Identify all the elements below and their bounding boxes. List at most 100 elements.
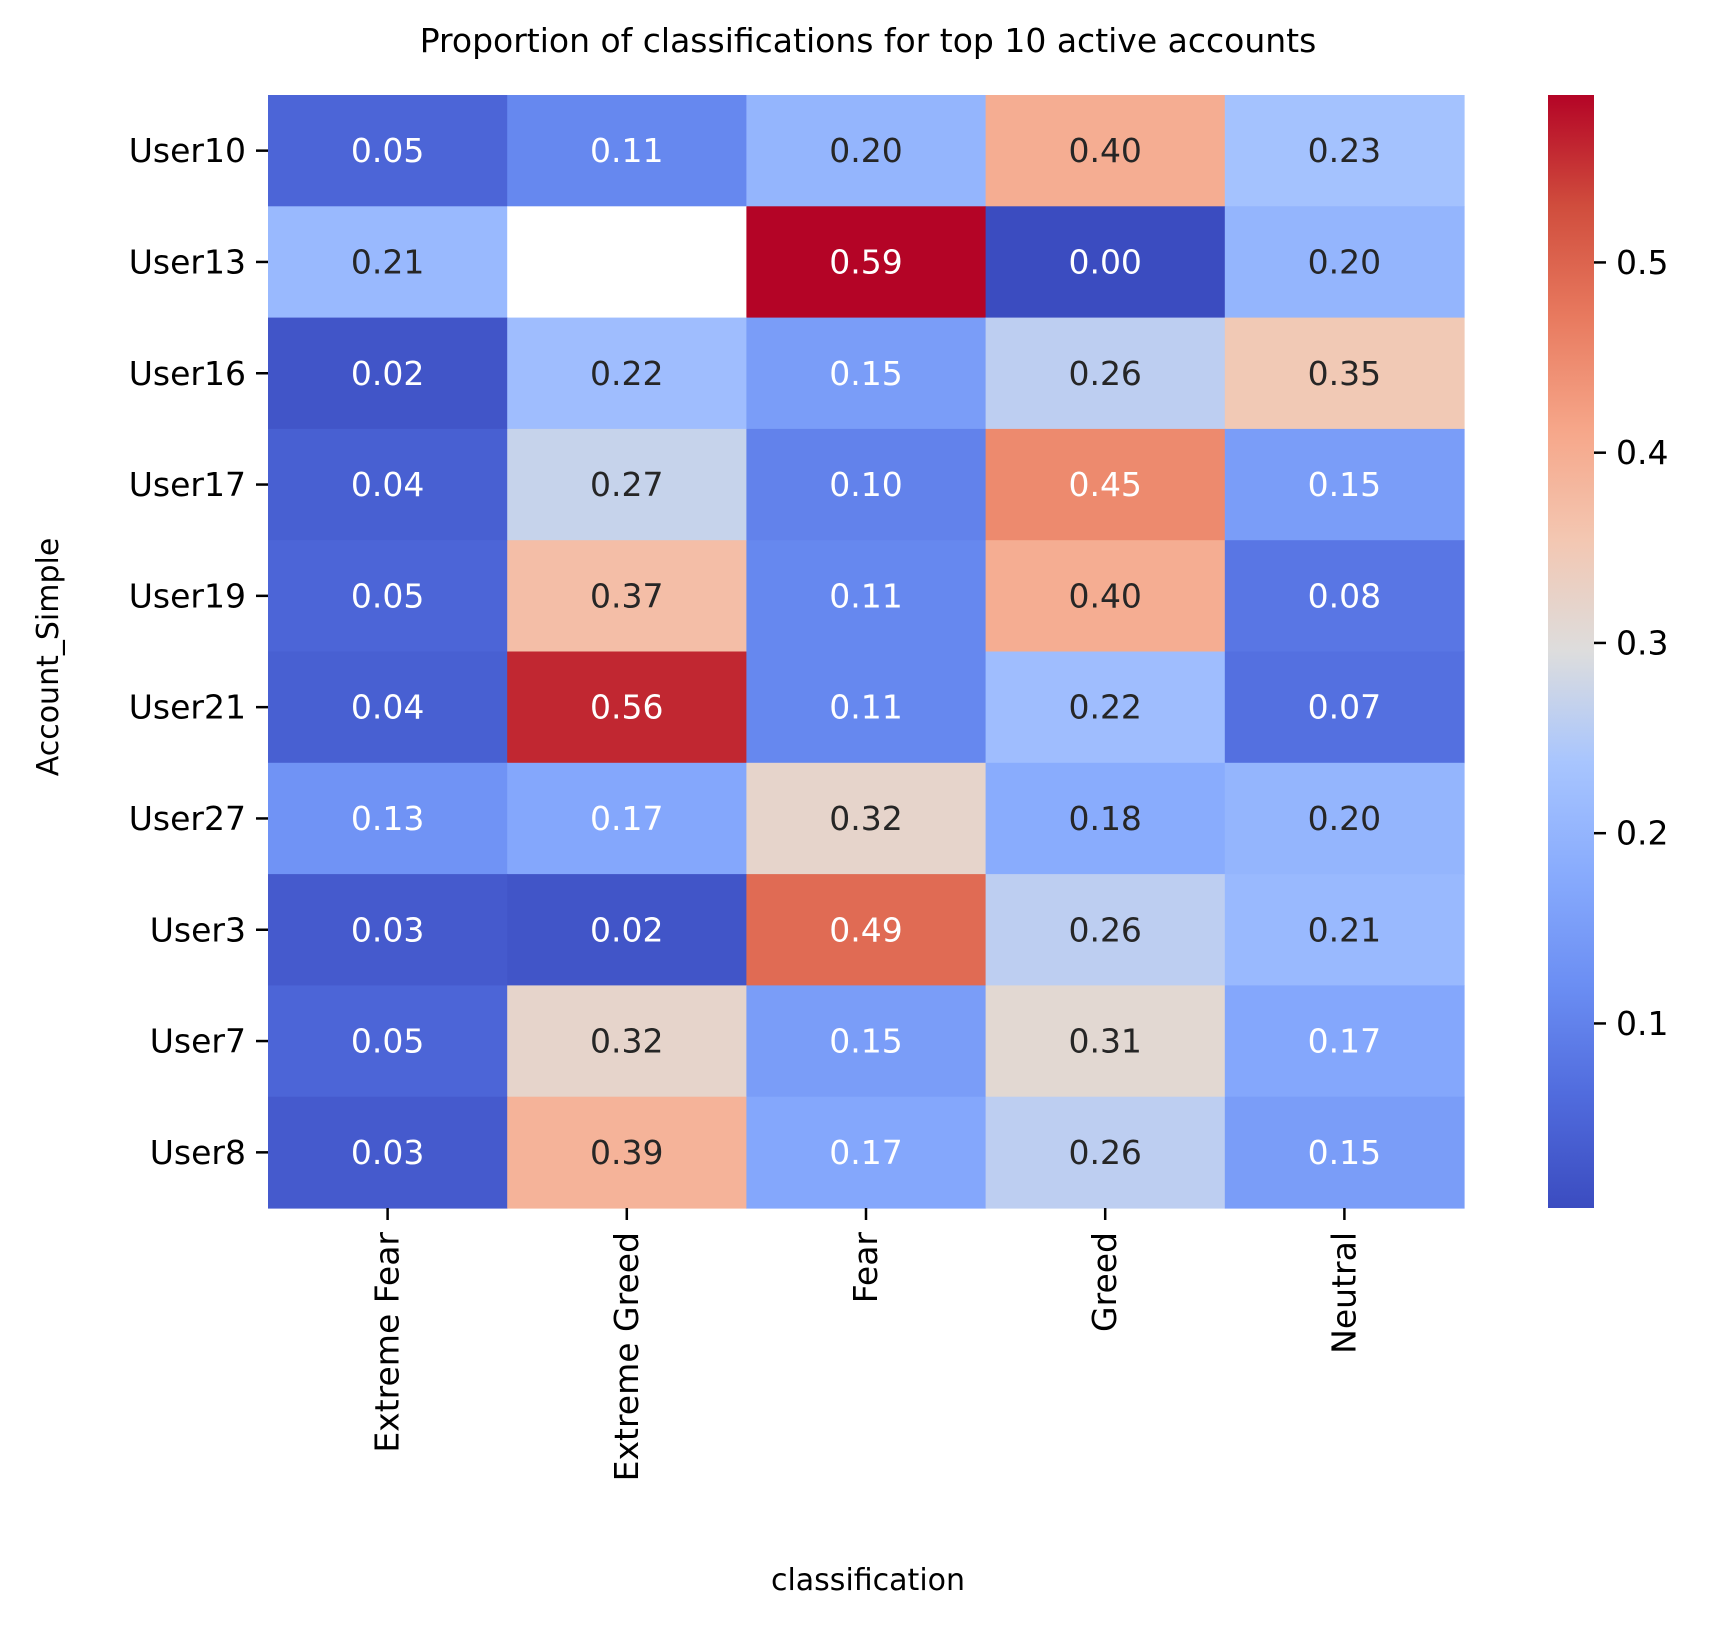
cell-value-label: 0.49 [829, 910, 902, 949]
y-tick-label: User19 [129, 576, 246, 615]
heatmap-cell [1224, 1096, 1465, 1209]
cell-value-label: 0.59 [829, 242, 902, 281]
heatmap-cell [985, 95, 1226, 207]
y-tick-label: User17 [129, 465, 246, 504]
heatmap-cell [746, 206, 987, 319]
heatmap-cell [746, 762, 987, 875]
heatmap-cell [985, 317, 1226, 430]
cell-value-label: 0.37 [590, 576, 663, 615]
x-axis-ticks: Extreme Fear Extreme Greed Fear Greed Neutra… [368, 1208, 1363, 1481]
heatmap-cell [985, 540, 1226, 653]
heatmap-cell [985, 206, 1226, 319]
cell-value-label: 0.32 [829, 799, 902, 838]
cell-value-label: 0.26 [1068, 910, 1141, 949]
cell-value-label: 0.04 [351, 688, 424, 727]
heatmap-cell [985, 874, 1226, 986]
cell-value-label: 0.04 [351, 465, 424, 504]
heatmap-cell [268, 1096, 508, 1209]
cell-value-label: 0.20 [829, 131, 902, 170]
heatmap-cell [1224, 651, 1465, 764]
cell-value-label: 0.18 [1068, 799, 1141, 838]
heatmap-cell [268, 428, 508, 541]
cell-value-label: 0.08 [1308, 576, 1381, 615]
heatmap-cell [1224, 985, 1465, 1098]
x-tick-label: Extreme Fear [368, 1232, 407, 1453]
heatmap-cell [507, 762, 747, 875]
heatmap-cell [507, 1096, 747, 1209]
cell-value-label: 0.17 [829, 1133, 902, 1172]
heatmap-cell [507, 985, 747, 1098]
heatmap-cell [507, 317, 747, 430]
cell-annotations: 0.05 0.11 0.20 0.40 0.23 0.21 0.59 0.00 0.20 0.02… [351, 131, 1381, 1172]
cell-value-label: 0.02 [351, 354, 424, 393]
cell-value-label: 0.20 [1308, 799, 1381, 838]
heatmap-cell [1224, 95, 1465, 207]
colorbar-ticks: 0.1 0.2 0.3 0.4 0.5 [1594, 243, 1668, 1043]
cell-value-label: 0.26 [1068, 354, 1141, 393]
x-tick-label: Neutral [1324, 1232, 1363, 1354]
cell-value-label: 0.00 [1068, 242, 1141, 281]
colorbar-tick-label: 0.2 [1616, 814, 1668, 853]
heatmap-cell [268, 985, 508, 1098]
cell-value-label: 0.20 [1308, 242, 1381, 281]
x-axis-label: classification [771, 1563, 965, 1598]
cell-value-label: 0.11 [829, 688, 902, 727]
heatmap-cell [1224, 428, 1465, 541]
colorbar-tick-label: 0.4 [1616, 433, 1668, 472]
cell-value-label: 0.22 [1068, 688, 1141, 727]
colorbar-tick-label: 0.3 [1616, 623, 1668, 662]
heatmap-cell [268, 762, 508, 875]
cell-value-label: 0.13 [351, 799, 424, 838]
heatmap-cell [746, 651, 987, 764]
heatmap-cell [268, 651, 508, 764]
cell-value-label: 0.21 [351, 242, 424, 281]
heatmap-cell [507, 206, 747, 319]
cell-value-label: 0.05 [351, 131, 424, 170]
x-tick-label: Fear [846, 1232, 885, 1304]
cell-value-label: 0.26 [1068, 1133, 1141, 1172]
cell-value-label: 0.40 [1068, 131, 1141, 170]
y-axis-ticks: User10 User13 User16 User17 User19 User21 User… [129, 131, 268, 1172]
heatmap-cell [1224, 874, 1465, 986]
heatmap-cell [985, 1096, 1226, 1209]
cell-value-label: 0.39 [590, 1133, 663, 1172]
heatmap-cell [746, 874, 987, 986]
colorbar-tick-label: 0.5 [1616, 243, 1668, 282]
heatmap-cell [507, 428, 747, 541]
heatmap-cell [268, 540, 508, 653]
colorbar [1548, 95, 1594, 1208]
cell-value-label: 0.40 [1068, 576, 1141, 615]
cell-value-label: 0.11 [590, 131, 663, 170]
heatmap-cell [507, 651, 747, 764]
heatmap-cell [1224, 762, 1465, 875]
y-tick-label: User8 [150, 1133, 246, 1172]
cell-value-label: 0.21 [1308, 910, 1381, 949]
y-tick-label: User27 [129, 799, 246, 838]
cell-value-label: 0.11 [829, 576, 902, 615]
heatmap-cell [985, 985, 1226, 1098]
heatmap-cell [746, 428, 987, 541]
heatmap-cell [746, 1096, 987, 1209]
cell-value-label: 0.35 [1308, 354, 1381, 393]
x-tick-label: Extreme Greed [607, 1232, 646, 1481]
heatmap-cell [507, 95, 747, 207]
heatmap-cell [746, 317, 987, 430]
y-tick-label: User10 [129, 131, 246, 170]
cell-value-label: 0.03 [351, 1133, 424, 1172]
cell-value-label: 0.23 [1308, 131, 1381, 170]
heatmap-cell [268, 206, 508, 319]
chart-title: Proportion of classifications for top 10… [420, 21, 1317, 60]
heatmap-cells [268, 95, 1465, 1209]
heatmap-cell [507, 874, 747, 986]
colorbar-tick-label: 0.1 [1616, 1004, 1668, 1043]
x-tick-label: Greed [1085, 1232, 1124, 1332]
cell-value-label: 0.45 [1068, 465, 1141, 504]
y-tick-label: User3 [150, 910, 246, 949]
cell-value-label: 0.15 [1308, 1133, 1381, 1172]
heatmap-cell [268, 317, 508, 430]
cell-value-label: 0.15 [1308, 465, 1381, 504]
heatmap-cell [268, 874, 508, 986]
heatmap-cell [1224, 206, 1465, 319]
